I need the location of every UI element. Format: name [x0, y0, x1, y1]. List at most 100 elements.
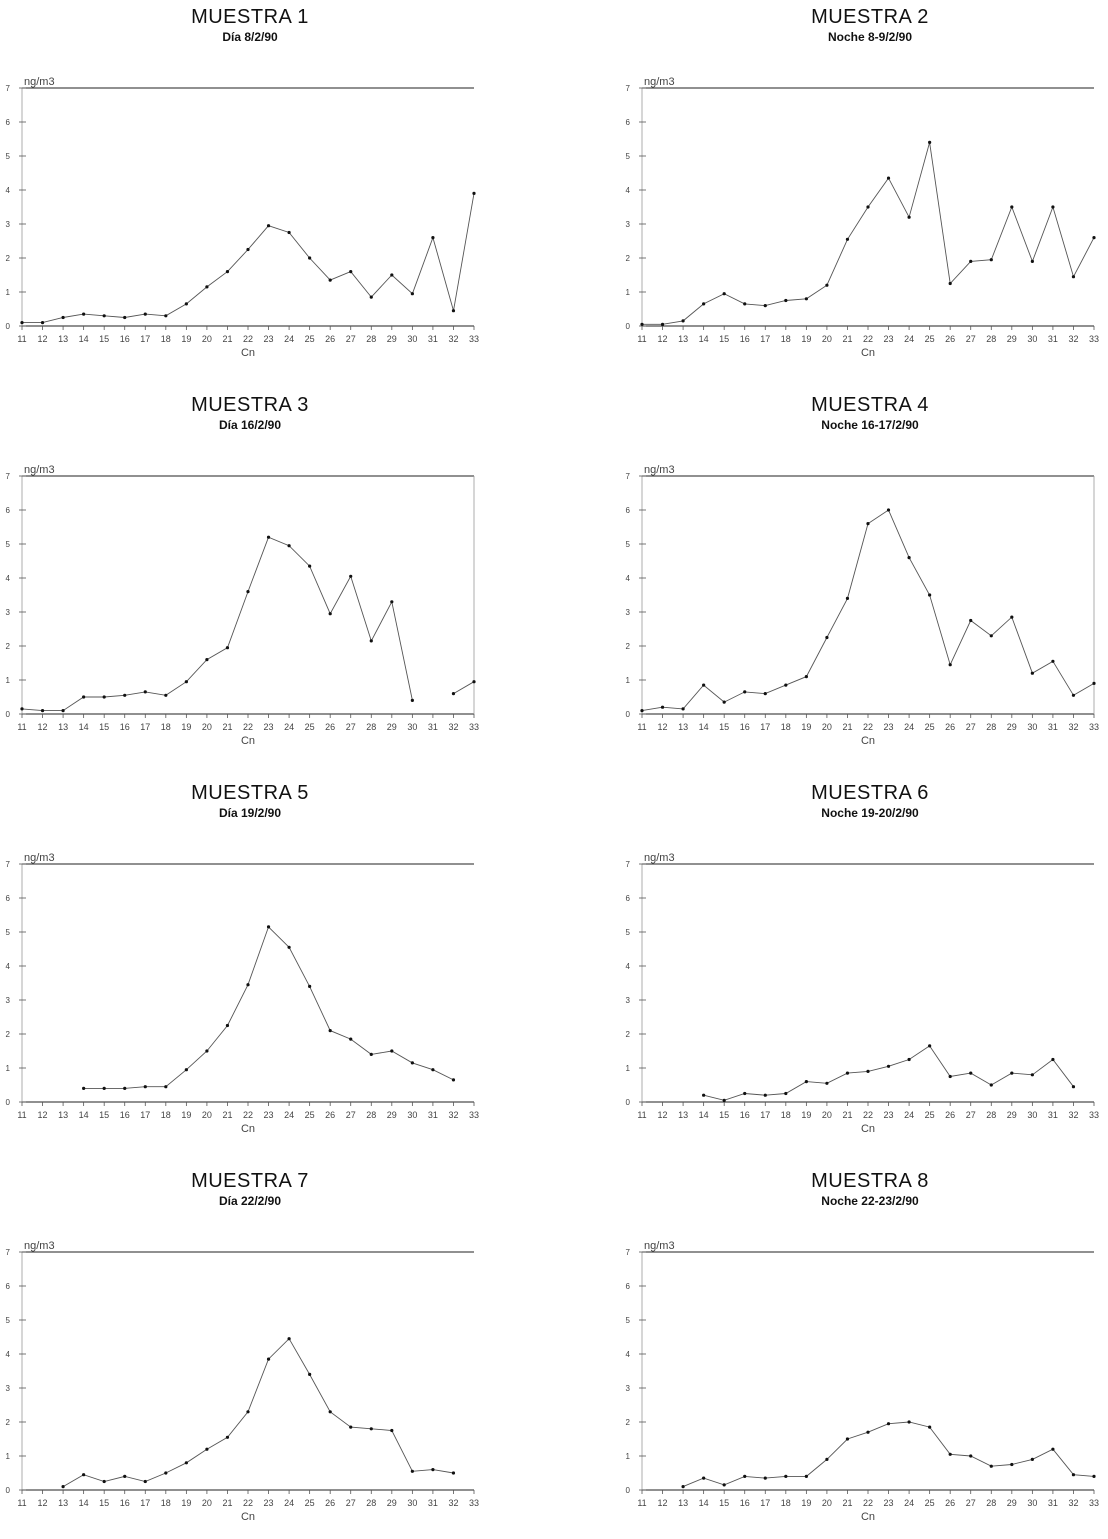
data-point	[20, 321, 23, 324]
x-tick-label: 12	[658, 722, 668, 732]
x-tick-label: 14	[79, 334, 89, 344]
x-tick-label: 11	[17, 722, 26, 732]
chart-title: MUESTRA 3	[0, 394, 500, 417]
data-point	[452, 1078, 455, 1081]
x-tick-label: 25	[305, 1498, 315, 1508]
data-point	[969, 260, 972, 263]
y-tick-label: 3	[6, 996, 11, 1005]
x-tick-label: 21	[842, 334, 852, 344]
y-tick-label: 4	[6, 574, 11, 583]
y-tick-label: 3	[6, 608, 11, 617]
data-point	[969, 1072, 972, 1075]
x-tick-label: 26	[945, 1498, 955, 1508]
x-tick-label: 19	[801, 1498, 811, 1508]
x-tick-label: 31	[428, 1498, 438, 1508]
x-tick-label: 27	[966, 722, 976, 732]
x-tick-label: 15	[719, 1498, 729, 1508]
x-tick-label: 32	[448, 1498, 458, 1508]
data-point	[226, 1436, 229, 1439]
x-tick-label: 29	[387, 1498, 397, 1508]
data-point	[287, 1337, 290, 1340]
data-point	[969, 1454, 972, 1457]
x-tick-label: 13	[678, 722, 688, 732]
chart-title: MUESTRA 4	[620, 394, 1108, 417]
chart-subtitle: Noche 19-20/2/90	[620, 806, 1108, 820]
y-tick-label: 7	[6, 84, 11, 93]
x-tick-label: 25	[925, 334, 935, 344]
x-tick-label: 23	[264, 1110, 274, 1120]
y-tick-label: 4	[6, 962, 11, 971]
series-line	[84, 927, 454, 1089]
x-tick-label: 29	[1007, 1498, 1017, 1508]
y-tick-label: 1	[626, 288, 631, 297]
data-point	[702, 1477, 705, 1480]
x-tick-label: 24	[904, 334, 914, 344]
x-tick-label: 32	[1068, 334, 1078, 344]
data-point	[907, 216, 910, 219]
chart-panel: MUESTRA 7 Día 22/2/90 0 1 2 3 4 5 6 7 ng/m3 11 12 13 1…	[0, 1164, 500, 1536]
y-tick-label: 1	[6, 676, 11, 685]
chart-panel: MUESTRA 5 Día 19/2/90 0 1 2 3 4 5 6 7 ng/m3 11 12 13 1…	[0, 776, 500, 1148]
x-tick-label: 28	[366, 1110, 376, 1120]
y-tick-label: 3	[6, 220, 11, 229]
data-point	[990, 258, 993, 261]
y-axis-label: ng/m3	[644, 852, 675, 864]
x-tick-label: 24	[904, 722, 914, 732]
x-tick-label: 16	[120, 1498, 130, 1508]
y-tick-label: 0	[626, 322, 631, 331]
x-tick-label: 14	[699, 1498, 709, 1508]
data-point	[723, 292, 726, 295]
data-point	[949, 282, 952, 285]
x-tick-label: 29	[1007, 722, 1017, 732]
data-point	[846, 1437, 849, 1440]
data-point	[185, 302, 188, 305]
x-tick-label: 23	[884, 1110, 894, 1120]
chart-panel: MUESTRA 2 Noche 8-9/2/90 0 1 2 3 4 5 6 7 ng/m3 11 12…	[620, 0, 1108, 372]
x-tick-label: 29	[1007, 1110, 1017, 1120]
x-tick-label: 13	[678, 1498, 688, 1508]
x-tick-label: 28	[986, 1498, 996, 1508]
chart-panel: MUESTRA 1 Día 8/2/90 0 1 2 3 4 5 6 7 ng/m3 11 12 13 14…	[0, 0, 500, 372]
data-point	[846, 597, 849, 600]
x-tick-label: 21	[842, 722, 852, 732]
x-tick-label: 22	[243, 1498, 253, 1508]
x-tick-label: 22	[863, 722, 873, 732]
x-tick-label: 23	[884, 722, 894, 732]
data-point	[1010, 616, 1013, 619]
x-tick-label: 13	[58, 1110, 68, 1120]
y-tick-label: 5	[626, 152, 631, 161]
x-tick-label: 23	[264, 1498, 274, 1508]
data-point	[784, 1475, 787, 1478]
x-tick-label: 26	[945, 334, 955, 344]
data-point	[681, 707, 684, 710]
x-tick-label: 15	[719, 722, 729, 732]
data-point	[267, 1358, 270, 1361]
data-point	[103, 1480, 106, 1483]
y-tick-label: 1	[6, 288, 11, 297]
data-point	[1072, 1473, 1075, 1476]
data-point	[661, 323, 664, 326]
data-point	[1031, 260, 1034, 263]
x-axis-label: Cn	[241, 1511, 255, 1523]
data-point	[82, 695, 85, 698]
y-axis-label: ng/m3	[24, 852, 55, 864]
x-tick-label: 13	[678, 334, 688, 344]
chart-title: MUESTRA 5	[0, 782, 500, 805]
x-tick-label: 23	[884, 1498, 894, 1508]
x-tick-label: 13	[678, 1110, 688, 1120]
x-tick-label: 22	[863, 334, 873, 344]
data-point	[764, 692, 767, 695]
y-tick-label: 0	[626, 1486, 631, 1495]
data-point	[805, 1080, 808, 1083]
x-tick-label: 19	[801, 1110, 811, 1120]
x-tick-label: 19	[181, 334, 191, 344]
x-tick-label: 27	[346, 1110, 356, 1120]
x-tick-label: 15	[99, 1498, 109, 1508]
x-tick-label: 19	[181, 1498, 191, 1508]
data-point	[349, 1426, 352, 1429]
x-tick-label: 24	[284, 334, 294, 344]
x-axis-label: Cn	[241, 1123, 255, 1135]
y-tick-label: 3	[626, 608, 631, 617]
